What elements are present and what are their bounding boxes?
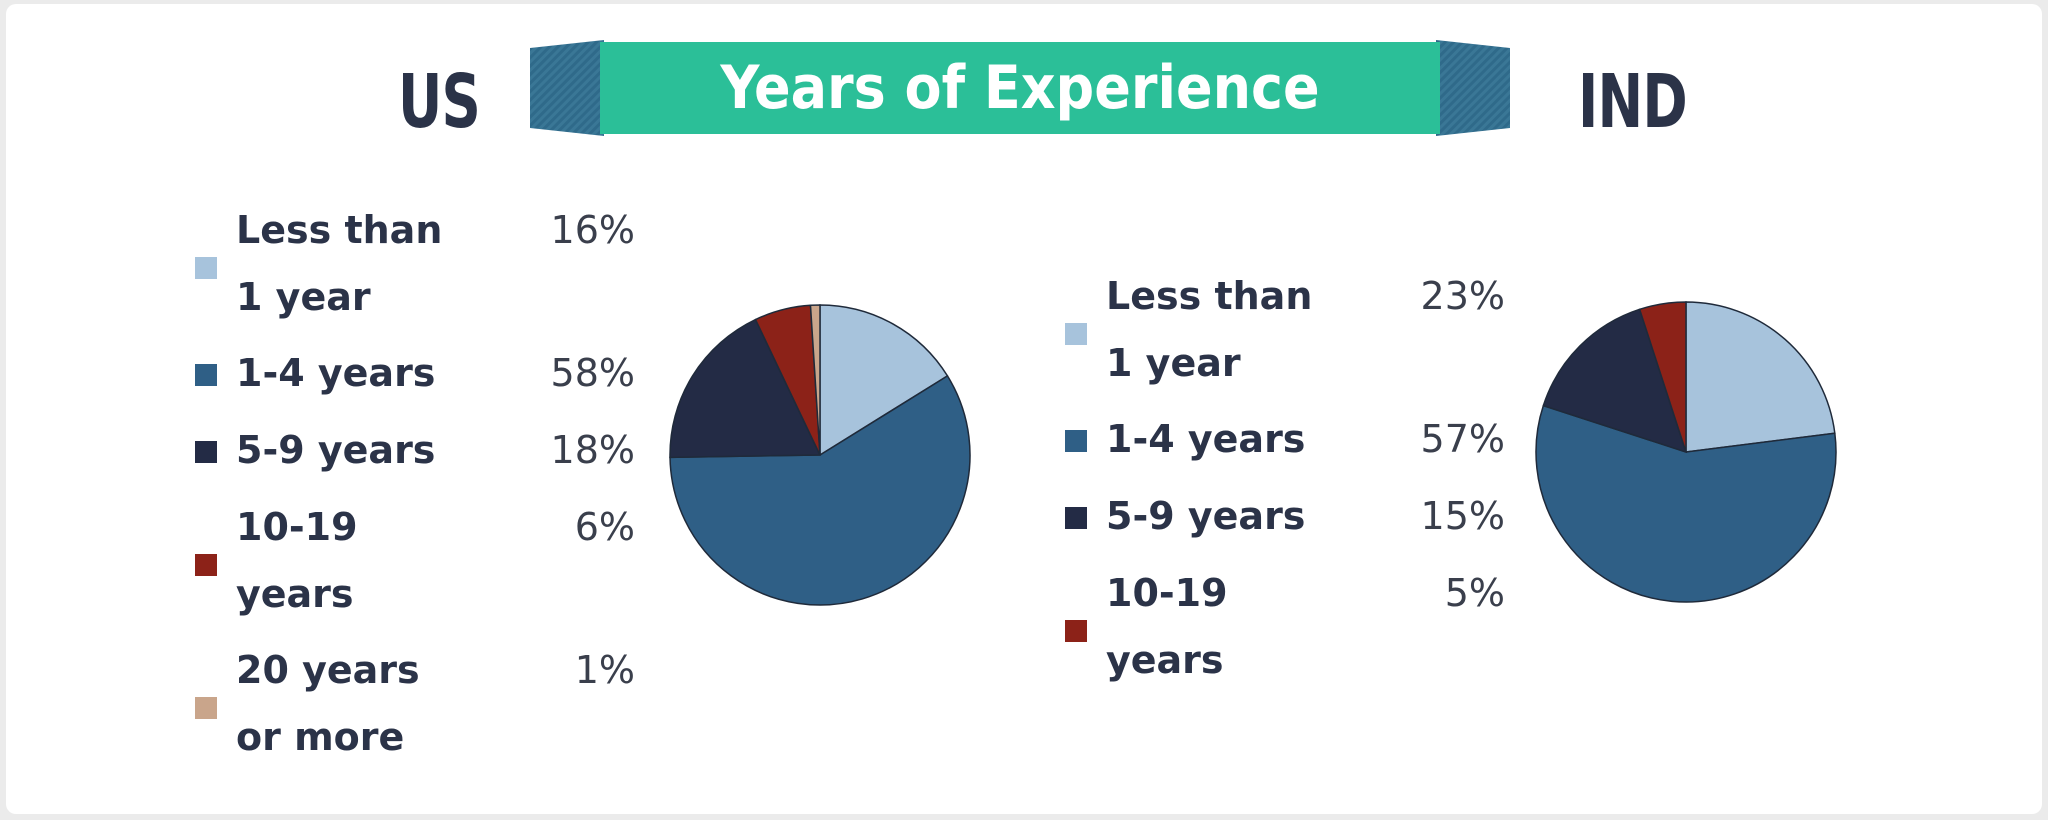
legend-value: 15% (1420, 494, 1505, 538)
legend-swatch (1065, 323, 1087, 345)
legend-label: Less than 1 year (1106, 274, 1313, 385)
legend-swatch (1065, 430, 1087, 452)
banner-right-tab (1436, 40, 1510, 136)
legend-label: 10-19 years (236, 505, 358, 616)
legend-label: 1-4 years (236, 351, 436, 395)
legend-label: Less than 1 year (236, 208, 443, 319)
legend-item: 1-4 years 57% (1065, 406, 1505, 473)
legend-swatch (1065, 620, 1087, 642)
legend-label: 20 years or more (236, 648, 420, 759)
pie-slice (1535, 404, 1837, 603)
pie-slice (809, 304, 821, 456)
legend-item: 1-4 years 58% (195, 340, 635, 407)
legend-item: 10-19 years 5% (1065, 560, 1505, 694)
legend-swatch (195, 257, 217, 279)
legend-item: 5-9 years 15% (1065, 483, 1505, 550)
legend-value: 18% (550, 428, 635, 472)
ind-pie-chart (1535, 301, 1837, 603)
pie-slice (669, 318, 822, 459)
legend-value: 5% (1444, 571, 1505, 615)
legend-swatch (195, 364, 217, 386)
banner-left-tab (530, 40, 604, 136)
legend-label: 1-4 years (1106, 417, 1306, 461)
pie-slice (819, 304, 949, 457)
legend-value: 58% (550, 351, 635, 395)
legend-swatch (1065, 507, 1087, 529)
chart-title: Years of Experience (720, 53, 1320, 123)
us-legend: Less than 1 year 16% 1-4 years 58% 5-9 y… (195, 197, 635, 767)
pie-slice (1542, 308, 1688, 454)
legend-value: 16% (550, 208, 635, 252)
legend-item: Less than 1 year 23% (1065, 263, 1505, 397)
legend-label: 10-19 years (1106, 571, 1228, 682)
ind-legend: Less than 1 year 23% 1-4 years 57% 5-9 y… (1065, 263, 1505, 703)
legend-item: 5-9 years 18% (195, 417, 635, 484)
legend-value: 57% (1420, 417, 1505, 461)
legend-item: 10-19 years 6% (195, 494, 635, 628)
legend-label: 5-9 years (1106, 494, 1306, 538)
pie-slice (1638, 301, 1687, 453)
legend-item: Less than 1 year 16% (195, 197, 635, 331)
legend-label: 5-9 years (236, 428, 436, 472)
us-region-label: US (398, 59, 481, 145)
pie-slice (669, 374, 971, 606)
ind-region-label: IND (1578, 59, 1688, 145)
legend-item: 20 years or more 1% (195, 637, 635, 771)
legend-value: 23% (1420, 274, 1505, 318)
title-banner (530, 40, 1510, 136)
legend-value: 6% (574, 505, 635, 549)
legend-value: 1% (574, 648, 635, 692)
banner-body (600, 42, 1440, 134)
legend-swatch (195, 554, 217, 576)
legend-swatch (195, 697, 217, 719)
us-pie-chart (669, 304, 971, 606)
pie-slice (1685, 301, 1836, 453)
legend-swatch (195, 441, 217, 463)
